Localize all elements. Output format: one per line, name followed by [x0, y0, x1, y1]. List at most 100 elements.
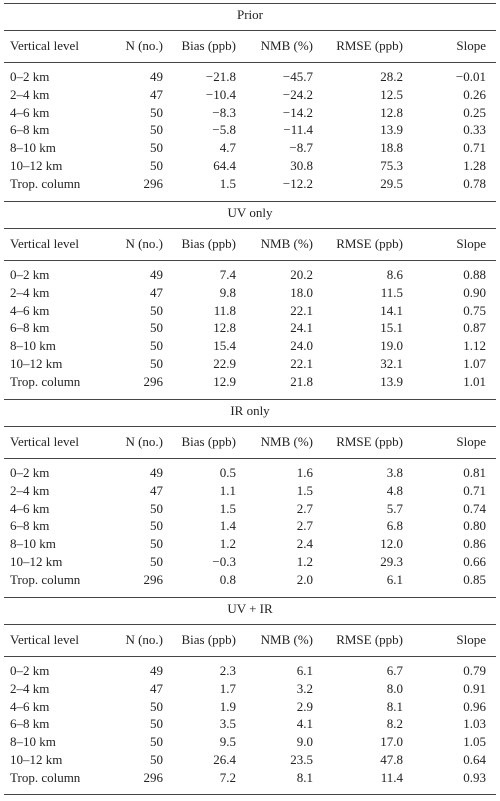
table-cell: 1.1 [219, 482, 236, 498]
table-cell: 4.8 [386, 482, 403, 498]
row-label: 8–10 km [10, 338, 56, 354]
column-header: RMSE (ppb) [336, 632, 403, 647]
column-header: RMSE (ppb) [336, 236, 403, 251]
row-label: 4–6 km [10, 500, 50, 516]
column-header: Bias (ppb) [181, 236, 236, 251]
table-cell: 4.1 [296, 716, 313, 732]
table-cell: 0.87 [463, 320, 486, 336]
table-cell: 50 [150, 302, 163, 318]
table-cell: −0.01 [455, 69, 486, 84]
table-cell: 1.4 [219, 518, 236, 534]
table-cell: 0.88 [463, 267, 486, 282]
table-cell: 1.07 [463, 356, 486, 371]
row-label: 0–2 km [10, 69, 50, 84]
row-label: 8–10 km [10, 734, 56, 750]
table-cell: 11.4 [380, 769, 403, 785]
header-rule [4, 62, 496, 63]
table-cell: 1.5 [219, 175, 236, 191]
table-cell: 2.7 [296, 500, 313, 516]
table-cell: 296 [143, 373, 164, 389]
header-rule [4, 260, 496, 261]
row-label: 10–12 km [10, 158, 63, 173]
table-cell: −0.3 [212, 554, 236, 569]
table-cell: 50 [150, 734, 163, 750]
table-cell: 64.4 [213, 158, 236, 173]
table-cell: 0.91 [463, 680, 486, 696]
table-cell: 28.2 [380, 69, 403, 84]
table-cell: −10.4 [205, 86, 236, 102]
row-label: 10–12 km [10, 356, 63, 371]
table-cell: 50 [150, 752, 163, 767]
table-cell: −8.3 [212, 104, 236, 120]
title-rule [4, 426, 496, 427]
table-cell: 1.2 [296, 554, 313, 569]
table-cell: 26.4 [213, 752, 236, 767]
table-cell: 20.2 [290, 267, 313, 282]
section-title: UV only [227, 205, 273, 220]
table-cell: 22.1 [290, 302, 313, 318]
table-cell: 9.5 [219, 734, 236, 750]
table-cell: 0.93 [463, 769, 486, 785]
table-cell: 12.0 [380, 536, 403, 552]
table-cell: 49 [150, 69, 163, 84]
column-header: Vertical level [10, 236, 79, 251]
table-cell: 50 [150, 104, 163, 120]
column-header: Bias (ppb) [181, 434, 236, 449]
column-header: NMB (%) [260, 434, 313, 449]
table-cell: −12.2 [282, 175, 313, 191]
table-cell: 50 [150, 554, 163, 569]
table-cell: 29.5 [380, 175, 403, 191]
column-header: Slope [456, 236, 486, 251]
column-header: Slope [456, 38, 486, 53]
table-cell: 0.86 [463, 536, 486, 552]
table-cell: 11.5 [380, 284, 403, 300]
row-label: 6–8 km [10, 320, 50, 336]
table-cell: 49 [150, 465, 163, 480]
table-cell: 22.1 [290, 356, 313, 371]
table-cell: 21.8 [290, 373, 313, 389]
column-header: N (no.) [125, 434, 163, 449]
column-header: Vertical level [10, 38, 79, 53]
column-header: Vertical level [10, 632, 79, 647]
table-cell: 0.71 [463, 140, 486, 156]
column-header: Bias (ppb) [181, 632, 236, 647]
table-cell: 0.80 [463, 518, 486, 534]
table-cell: 0.66 [463, 554, 486, 569]
table-cell: 0.33 [463, 122, 486, 138]
table-cell: 24.0 [290, 338, 313, 354]
table-cell: 7.4 [219, 267, 236, 282]
table-cell: 17.0 [380, 734, 403, 750]
table-cell: 1.5 [296, 482, 313, 498]
table-cell: −5.8 [212, 122, 236, 138]
table-cell: 50 [150, 698, 163, 714]
table-cell: 1.28 [463, 158, 486, 173]
table-cell: 0.26 [463, 86, 486, 102]
table-cell: 50 [150, 518, 163, 534]
row-label: 2–4 km [10, 284, 50, 300]
table-cell: 19.0 [380, 338, 403, 354]
table-cell: 18.0 [290, 284, 313, 300]
section-title: UV + IR [227, 601, 273, 616]
table-cell: 12.9 [213, 373, 236, 389]
row-label: 4–6 km [10, 104, 50, 120]
column-header: N (no.) [125, 632, 163, 647]
column-header: NMB (%) [260, 38, 313, 53]
row-label: 10–12 km [10, 752, 63, 767]
table-cell: 12.8 [380, 104, 403, 120]
table-cell: 50 [150, 356, 163, 371]
table-cell: 0.75 [463, 302, 486, 318]
row-label: 4–6 km [10, 302, 50, 318]
section-title: Prior [237, 7, 263, 22]
table-cell: 1.7 [219, 680, 236, 696]
table-cell: 2.4 [296, 536, 313, 552]
table-cell: 3.2 [296, 680, 313, 696]
column-header: RMSE (ppb) [336, 434, 403, 449]
table-cell: 47 [150, 680, 163, 696]
row-label: 6–8 km [10, 518, 50, 534]
table-cell: 2.0 [296, 571, 313, 587]
table-cell: 296 [143, 571, 164, 587]
row-label: 0–2 km [10, 267, 50, 282]
table-cell: 50 [150, 320, 163, 336]
table-cell: 1.01 [463, 373, 486, 389]
